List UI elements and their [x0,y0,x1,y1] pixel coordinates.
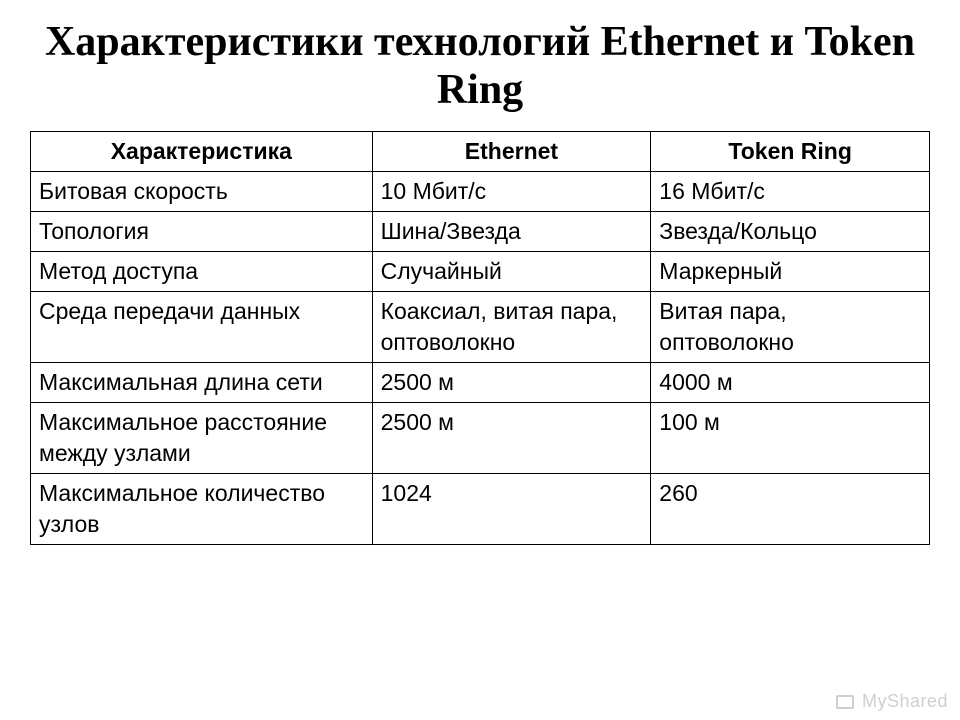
watermark: MyShared [834,691,948,712]
monitor-icon [834,693,856,711]
cell-ethernet: Шина/Звезда [372,211,651,251]
cell-tokenring: 100 м [651,402,930,473]
cell-characteristic: Битовая скорость [31,171,373,211]
table-row: Битовая скорость 10 Мбит/с 16 Мбит/с [31,171,930,211]
table-row: Максимальная длина сети 2500 м 4000 м [31,362,930,402]
cell-ethernet: 2500 м [372,362,651,402]
cell-tokenring: Маркерный [651,251,930,291]
table-header-row: Характеристика Ethernet Token Ring [31,131,930,171]
slide-page: Характеристики технологий Ethernet и Tok… [0,0,960,720]
col-header-ethernet: Ethernet [372,131,651,171]
cell-tokenring: 260 [651,474,930,545]
cell-characteristic: Максимальное количество узлов [31,474,373,545]
table-row: Среда передачи данных Коаксиал, витая па… [31,291,930,362]
cell-characteristic: Топология [31,211,373,251]
col-header-characteristic: Характеристика [31,131,373,171]
cell-characteristic: Метод доступа [31,251,373,291]
page-title: Характеристики технологий Ethernet и Tok… [0,0,960,131]
cell-characteristic: Максимальное расстояние между узлами [31,402,373,473]
table-row: Максимальное расстояние между узлами 250… [31,402,930,473]
cell-ethernet: Случайный [372,251,651,291]
cell-tokenring: 16 Мбит/с [651,171,930,211]
cell-ethernet: 2500 м [372,402,651,473]
cell-characteristic: Среда передачи данных [31,291,373,362]
comparison-table-wrap: Характеристика Ethernet Token Ring Битов… [0,131,960,546]
table-body: Битовая скорость 10 Мбит/с 16 Мбит/с Топ… [31,171,930,544]
table-row: Максимальное количество узлов 1024 260 [31,474,930,545]
cell-tokenring: Витая пара, оптоволокно [651,291,930,362]
col-header-tokenring: Token Ring [651,131,930,171]
table-row: Топология Шина/Звезда Звезда/Кольцо [31,211,930,251]
cell-ethernet: 1024 [372,474,651,545]
cell-ethernet: 10 Мбит/с [372,171,651,211]
cell-characteristic: Максимальная длина сети [31,362,373,402]
cell-tokenring: 4000 м [651,362,930,402]
cell-ethernet: Коаксиал, витая пара, оптоволокно [372,291,651,362]
comparison-table: Характеристика Ethernet Token Ring Битов… [30,131,930,546]
table-row: Метод доступа Случайный Маркерный [31,251,930,291]
watermark-text: MyShared [862,691,948,712]
cell-tokenring: Звезда/Кольцо [651,211,930,251]
